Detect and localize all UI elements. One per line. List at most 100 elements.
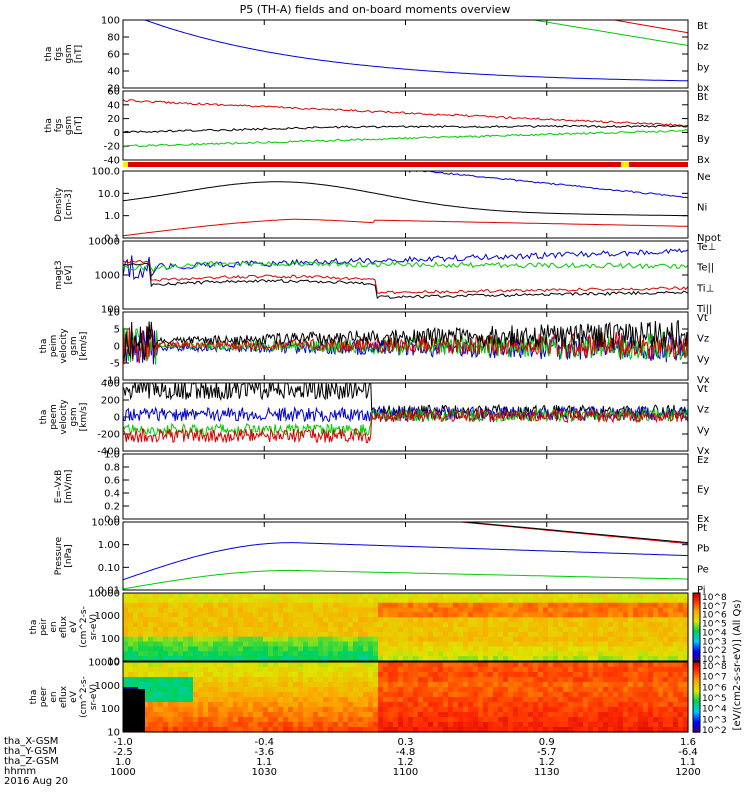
series-Ne (123, 218, 688, 237)
legend-1-2: By (697, 134, 710, 145)
ylabel-2: Density [cm-3] (54, 187, 74, 222)
colorbar-tick-0-0: 10^8 (702, 593, 727, 603)
ylabel-line-9-0: tha (29, 690, 39, 705)
xval-0-1: -0.4 (254, 737, 274, 748)
ytick-label-5-1: 200 (101, 396, 120, 407)
xval-0-0: -1.0 (113, 737, 133, 748)
ytick-label-4-4: -10 (104, 376, 120, 387)
panel-frame-5 (122, 382, 689, 452)
colorbar-tick-0-1: 10^7 (702, 602, 727, 612)
series-Te-perp (123, 259, 688, 295)
flag-marker-start (123, 162, 128, 167)
series-Vx (123, 405, 688, 423)
xval-0-3: 0.9 (539, 737, 555, 748)
colorbar-tick-0-2: 10^6 (702, 611, 727, 621)
legend-2-2: Npot (697, 233, 721, 244)
ylabel-line-7-0: Pressure (54, 536, 64, 575)
legend-5-2: Vy (697, 425, 710, 436)
series-Npot (400, 171, 688, 199)
ytick-label-9-0: 10000 (88, 658, 120, 669)
colorbar-tick-1-4: 10^4 (702, 705, 727, 715)
legend-6-2: Ex (697, 514, 709, 525)
spectrogram-8 (123, 593, 689, 662)
xval-0-2: 0.3 (398, 737, 414, 748)
legend-3-2: Ti⊥ (696, 283, 714, 294)
xval-3-0: 1000 (110, 767, 135, 778)
xval-2-0: 1.0 (115, 757, 131, 768)
x-label-hhmm: hhmm (4, 766, 37, 777)
legend-7-0: Pt (697, 523, 707, 534)
ytick-label-1-4: -20 (104, 142, 120, 153)
panel-frame-8 (122, 592, 689, 662)
colorbar-tick-0-7: 10^1 (702, 655, 727, 665)
ytick-label-0-2: 60 (107, 50, 120, 61)
legend-3-1: Te|| (696, 263, 714, 274)
ylabel-line-7-1: [nPa] (64, 544, 74, 567)
legend-7-3: Pi (697, 585, 706, 596)
panel-frame-2 (122, 170, 689, 239)
ylabel-line-0-0: tha (44, 47, 54, 62)
chart-title: P5 (TH-A) fields and on-board moments ov… (240, 3, 511, 16)
ylabel-line-9-5: (cm^2-s- (79, 676, 89, 718)
ytick-label-6-5: 0.0 (104, 515, 120, 526)
spectrogram-fill-gap (123, 689, 145, 732)
ylabel-line-9-6: sr-eV) (89, 684, 99, 710)
series-Pt (459, 522, 688, 544)
ylabel-line-9-3: eflux (59, 685, 69, 708)
panel-frame-0 (122, 19, 689, 89)
legend-1-1: Bz (697, 113, 709, 124)
legend-1-0: Bt (697, 92, 708, 103)
series-Ti-perp (123, 248, 688, 281)
series-Pb (456, 522, 688, 545)
xval-0-4: 1.6 (680, 737, 696, 748)
colorbar-1 (692, 661, 701, 733)
series-by (530, 20, 688, 46)
ytick-label-6-1: 0.8 (104, 463, 120, 474)
legend-3-3: Ti|| (696, 304, 712, 315)
colorbar-tick-0-3: 10^5 (702, 620, 727, 630)
ylabel-line-3-1: [eV] (64, 266, 74, 285)
ylabel-line-8-0: tha (29, 620, 39, 635)
ytick-label-2-1: 10.0 (98, 189, 120, 200)
ylabel-line-0-2: gsm (64, 44, 74, 63)
ytick-label-7-0: 10.00 (91, 518, 120, 529)
legend-2-0: Ne (697, 172, 711, 183)
legend-6-1: Ey (697, 485, 709, 496)
ylabel-line-3-0: magt3 (54, 260, 64, 289)
colorbar-tick-0-4: 10^4 (702, 628, 727, 638)
xval-1-4: -6.4 (678, 747, 698, 758)
ytick-label-8-0: 10000 (88, 589, 120, 600)
ylabel-line-4-0: tha (39, 339, 49, 354)
ylabel-line-9-4: eV (69, 690, 79, 703)
ylabel-8: tha peir en eflux eV (cm^2-s-sr-eV) (29, 606, 99, 648)
series-bx (143, 20, 688, 82)
ylabel-7: Pressure [nPa] (54, 536, 74, 575)
ylabel-line-4-1: peim (49, 335, 59, 358)
colorbar-tick-1-5: 10^3 (702, 715, 727, 725)
x-label-z-gsm: tha_Z-GSM (4, 756, 59, 767)
ytick-label-9-2: 100 (101, 704, 120, 715)
series-Te-par (123, 262, 688, 300)
legend-2-1: Ni (697, 203, 707, 214)
ytick-label-4-2: 0 (114, 342, 120, 353)
ytick-label-4-3: -5 (110, 359, 120, 370)
ytick-label-1-1: 40 (107, 100, 120, 111)
ylabel-line-6-0: E=-VxB (54, 470, 64, 504)
xval-3-1: 1030 (252, 767, 277, 778)
ylabel-line-1-1: fgs (54, 118, 64, 132)
ytick-label-3-0: 10000 (88, 237, 120, 248)
legend-1-3: Bx (697, 155, 710, 166)
ylabel-line-4-2: velocity (59, 328, 69, 364)
legend-5-0: Vt (697, 384, 708, 395)
ytick-label-5-4: -400 (97, 447, 120, 458)
ytick-label-1-5: -40 (104, 156, 120, 167)
colorbar-label-text: [eV/(cm2-s-sr-eV)] (All Qs) (732, 599, 743, 730)
series-By (123, 129, 688, 148)
ylabel-line-5-2: velocity (59, 399, 69, 435)
x-label-y-gsm: tha_Y-GSM (4, 746, 58, 757)
ylabel-line-8-1: peir (39, 618, 49, 636)
series-Bz (123, 99, 688, 127)
ylabel-3: magt3 [eV] (54, 260, 74, 289)
series-Bt (123, 124, 688, 134)
panel-frame-1 (122, 90, 689, 161)
